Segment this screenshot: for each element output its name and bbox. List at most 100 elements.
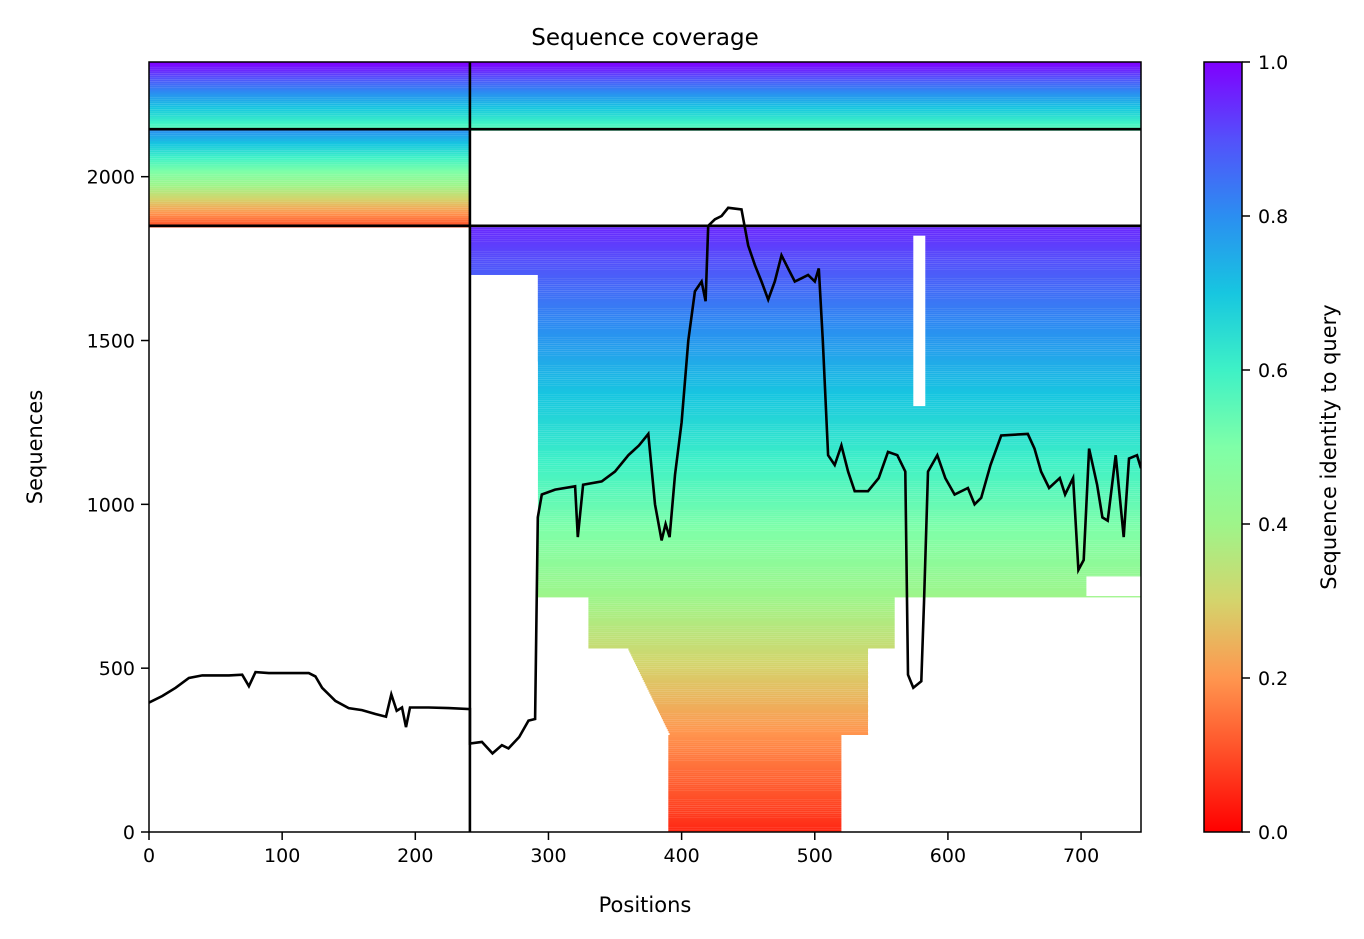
coverage-strip bbox=[588, 609, 895, 612]
coverage-strip bbox=[469, 255, 1141, 258]
coverage-strip bbox=[668, 750, 842, 753]
coverage-strip bbox=[645, 683, 868, 686]
coverage-strip bbox=[469, 245, 1141, 248]
coverage-strip bbox=[537, 479, 1141, 482]
coverage-gap bbox=[1086, 576, 1141, 597]
coverage-strip bbox=[469, 302, 1141, 305]
coverage-strip bbox=[149, 198, 470, 200]
coverage-strip bbox=[588, 605, 895, 608]
coverage-strip bbox=[149, 188, 470, 191]
coverage-strip bbox=[537, 418, 1141, 421]
coverage-strip bbox=[631, 654, 868, 657]
coverage-strip bbox=[537, 540, 1141, 543]
coverage-strip bbox=[149, 205, 470, 208]
coverage-strip bbox=[469, 332, 1141, 334]
coverage-strip bbox=[640, 674, 868, 677]
coverage-strip bbox=[668, 788, 842, 791]
coverage-strip bbox=[537, 404, 1141, 407]
coverage-strip bbox=[469, 282, 1141, 285]
colorbar bbox=[1203, 61, 1243, 833]
coverage-strip bbox=[149, 87, 1141, 90]
coverage-strip bbox=[588, 642, 895, 645]
y-tick-label: 0 bbox=[123, 822, 135, 844]
coverage-strip bbox=[661, 717, 868, 720]
coverage-strip bbox=[537, 373, 1141, 376]
coverage-strip bbox=[469, 276, 1141, 279]
coverage-strip bbox=[537, 365, 1141, 368]
coverage-strip bbox=[469, 353, 1141, 356]
coverage-strip bbox=[149, 190, 470, 193]
coverage-strip bbox=[588, 630, 895, 633]
coverage-strip bbox=[149, 119, 1141, 121]
coverage-strip bbox=[537, 481, 1141, 484]
coverage-strip bbox=[149, 103, 1141, 106]
coverage-strip bbox=[537, 544, 1141, 547]
coverage-strip bbox=[668, 768, 842, 771]
coverage-strip bbox=[149, 168, 470, 171]
coverage-strip bbox=[537, 491, 1141, 494]
coverage-strip bbox=[537, 471, 1141, 474]
coverage-strip bbox=[149, 154, 470, 157]
coverage-strip bbox=[149, 67, 1141, 70]
coverage-strip bbox=[668, 738, 842, 741]
coverage-strip bbox=[537, 526, 1141, 529]
coverage-strip bbox=[149, 93, 1141, 96]
y-tick-label: 1000 bbox=[87, 494, 135, 516]
coverage-strip bbox=[588, 601, 895, 604]
coverage-strip bbox=[663, 721, 868, 724]
plot-frame bbox=[148, 61, 1142, 833]
y-tick-label: 500 bbox=[99, 658, 135, 680]
coverage-strip bbox=[149, 85, 1141, 88]
coverage-strip bbox=[668, 829, 842, 832]
coverage-strip bbox=[537, 463, 1141, 466]
coverage-strip bbox=[648, 689, 868, 692]
coverage-strip bbox=[149, 133, 470, 136]
coverage-strip bbox=[149, 180, 470, 183]
coverage-strip bbox=[668, 737, 842, 739]
coverage-strip bbox=[657, 707, 868, 710]
y-tick-label: 2000 bbox=[87, 167, 135, 189]
coverage-strip bbox=[628, 648, 869, 651]
x-tick-label: 500 bbox=[797, 845, 833, 867]
coverage-strip bbox=[469, 308, 1141, 311]
coverage-strip bbox=[149, 199, 470, 202]
coverage-strip bbox=[537, 552, 1141, 555]
coverage-strip bbox=[654, 701, 868, 704]
coverage-strip bbox=[149, 186, 470, 189]
coverage-strip bbox=[469, 318, 1141, 321]
coverage-strip bbox=[537, 507, 1141, 509]
coverage-strip bbox=[537, 483, 1141, 486]
coverage-strip bbox=[668, 821, 842, 824]
coverage-strip bbox=[668, 790, 842, 793]
coverage-strip bbox=[633, 658, 868, 661]
coverage-strip bbox=[537, 518, 1141, 521]
coverage-strip bbox=[537, 583, 1141, 586]
coverage-strip bbox=[469, 267, 1141, 270]
coverage-strip bbox=[652, 697, 868, 700]
coverage-strip bbox=[149, 150, 470, 153]
coverage-strip bbox=[149, 152, 470, 155]
coverage-strip bbox=[537, 438, 1141, 441]
coverage-strip bbox=[537, 389, 1141, 391]
coverage-line bbox=[149, 206, 1141, 756]
coverage-strip bbox=[636, 664, 868, 667]
coverage-strip bbox=[588, 634, 895, 637]
coverage-strip bbox=[537, 396, 1141, 399]
coverage-strip bbox=[668, 796, 842, 798]
coverage-strip bbox=[469, 359, 1141, 362]
coverage-strip bbox=[669, 733, 869, 735]
coverage-strip bbox=[537, 446, 1141, 448]
coverage-strip bbox=[469, 330, 1141, 332]
coverage-strip bbox=[668, 780, 842, 783]
coverage-strip bbox=[469, 284, 1141, 287]
coverage-strip bbox=[149, 148, 470, 151]
coverage-strip bbox=[650, 693, 868, 696]
coverage-strip bbox=[469, 326, 1141, 329]
coverage-strip bbox=[668, 825, 842, 828]
coverage-strip bbox=[644, 681, 869, 684]
coverage-strip bbox=[469, 278, 1141, 281]
coverage-strip bbox=[630, 652, 869, 655]
coverage-strip bbox=[469, 253, 1141, 256]
coverage-strip bbox=[668, 758, 842, 761]
coverage-strip bbox=[588, 621, 895, 623]
